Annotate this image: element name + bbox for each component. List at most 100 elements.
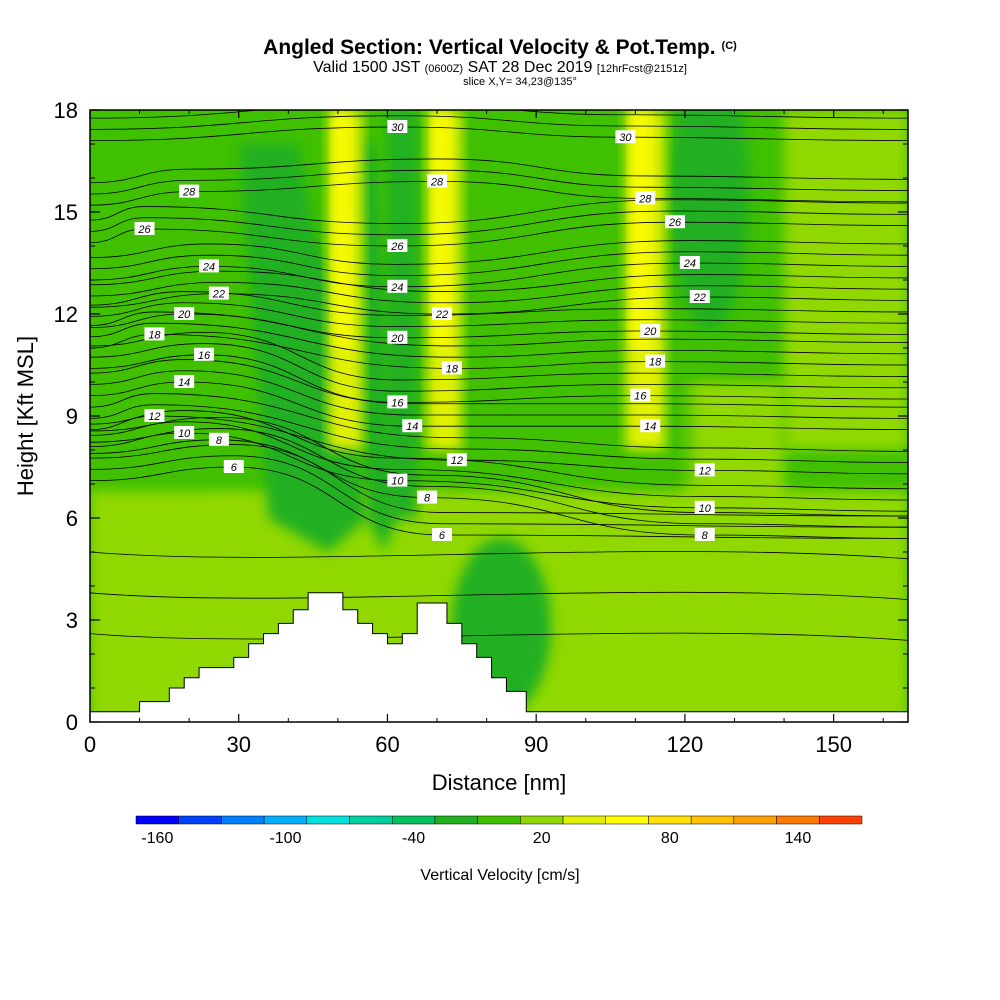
isentrope-label-bg-29: [174, 426, 195, 439]
y-tick-label: 3: [66, 608, 78, 633]
isentrope-label-bg-2: [179, 184, 200, 198]
isentrope-label-28: 28: [182, 187, 196, 199]
isentrope-label-bg-22: [630, 388, 651, 402]
isentrope-20-1: [90, 302, 908, 327]
isentrope-30-0: [90, 126, 908, 141]
isentrope-16-2: [90, 331, 908, 381]
isentrope-label-12: 12: [148, 411, 160, 423]
isentrope-low-1: [90, 591, 908, 600]
colorbar-cell: [690, 815, 735, 825]
isentrope-label-bg-12: [431, 307, 452, 320]
isentrope-label-bg-34: [694, 528, 715, 541]
isentrope-18-2: [90, 311, 908, 347]
colorbar-title: Vertical Velocity [cm/s]: [420, 867, 579, 884]
isentrope-label-26: 26: [137, 224, 151, 236]
isentrope-label-14: 14: [406, 421, 418, 433]
axes: 0 30 60 90 120 150 0 3 6 9 12 15 18: [54, 98, 908, 757]
isentrope-label-bg-20: [194, 347, 215, 361]
x-tick-label: 30: [226, 732, 250, 757]
colorbar-cell: [819, 815, 863, 825]
isentrope-label-bg-9: [387, 279, 408, 293]
y-tick-label: 15: [54, 200, 78, 225]
isentrope-12-2: [90, 393, 908, 452]
y-tick-label: 9: [66, 404, 78, 429]
isentrope-label-bg-35: [223, 460, 244, 473]
isentrope-label-20: 20: [643, 326, 657, 338]
colorbar-label: 140: [785, 830, 812, 847]
chart-subtitle: Valid 1500 JST (0600Z) SAT 28 Dec 2019 […: [0, 60, 1000, 77]
x-tick-label: 0: [84, 732, 96, 757]
isentrope-label-6: 6: [231, 462, 238, 474]
isentrope-label-bg-30: [387, 473, 408, 487]
isentrope-28-1: [90, 169, 908, 195]
isentrope-label-20: 20: [390, 333, 404, 345]
isentrope-10-1: [90, 421, 908, 501]
isentrope-label-bg-26: [144, 409, 165, 422]
velocity-field: [90, 110, 908, 722]
isentrope-label-8: 8: [216, 435, 223, 447]
isentrope-label-14: 14: [178, 377, 190, 389]
isentrope-label-bg-31: [694, 500, 715, 514]
colorbar-cell: [733, 815, 777, 825]
title-suffix: (C): [721, 40, 737, 52]
isentrope-label-bg-7: [664, 215, 685, 229]
isentrope-26-1: [90, 210, 908, 236]
isentrope-labels: 30 30 28 28 28 26 26 26 24 24 24 22 22 22 20 20 20 18 18 18…: [134, 120, 715, 542]
isentrope-label-18: 18: [148, 329, 161, 341]
region-updraft-core-0-1: [432, 110, 450, 348]
y-axis-title: Height [Kft MSL]: [13, 336, 38, 496]
colorbar-cell: [349, 815, 393, 825]
region-upper-downdraft: [670, 110, 750, 331]
isentrope-12-1: [90, 404, 908, 463]
isentrope-label-bg-4: [635, 191, 656, 205]
region-updraft-core-0-2: [630, 110, 651, 348]
region-upper: [90, 110, 908, 212]
region-narrow-downdraft: [387, 110, 418, 518]
isentrope-label-12: 12: [699, 465, 711, 477]
colorbar-label: 20: [533, 830, 551, 847]
isentrope-label-bg-1: [615, 130, 636, 144]
chart-title: Angled Section: Vertical Velocity & Pot.…: [263, 36, 716, 59]
isentrope-label-16: 16: [634, 391, 647, 403]
y-tick-label: 6: [66, 506, 78, 531]
isentrope-label-bg-0: [387, 120, 408, 133]
subtitle-valid: Valid 1500 JST: [313, 59, 421, 76]
x-tick-label: 60: [375, 732, 399, 757]
isentrope-22-0: [90, 293, 908, 315]
isentrope-label-30: 30: [619, 132, 632, 144]
isentrope-8-1: [90, 428, 908, 528]
y-tick-label: 0: [66, 710, 78, 735]
colorbar-label: -160: [141, 830, 173, 847]
isentrope-26-2: [90, 199, 908, 224]
isentrope-label-bg-25: [640, 419, 661, 433]
isentrope-label-28: 28: [430, 176, 444, 188]
colorbar-cell: [648, 815, 692, 825]
terrain: [89, 592, 909, 723]
x-tick-label: 150: [815, 732, 852, 757]
isentrope-label-16: 16: [391, 397, 404, 409]
isentrope-low-2: [90, 632, 908, 641]
isentrope-label-bg-6: [387, 239, 408, 252]
isentrope-label-18: 18: [649, 357, 662, 369]
isentrope-label-bg-24: [402, 419, 423, 433]
isentrope-label-bg-11: [208, 286, 229, 300]
isentrope-label-10: 10: [391, 476, 404, 488]
isentrope-24-0: [90, 262, 908, 288]
isentrope-lines: [90, 110, 908, 641]
subtitle-forecast: [12hrFcst@2151z]: [596, 63, 687, 75]
isentrope-24-1: [90, 251, 908, 276]
isentrope-label-24: 24: [202, 261, 215, 273]
colorbar: -160 -100 -40 20 80 140: [135, 815, 863, 847]
colorbar-cell: [135, 815, 179, 825]
isentrope-16-0: [90, 354, 908, 403]
x-tick-label: 90: [524, 732, 548, 757]
isentrope-6-2: [90, 444, 908, 517]
isentrope-8-0: [90, 439, 908, 539]
isentrope-24-2: [90, 240, 908, 265]
isentrope-label-6: 6: [439, 530, 446, 542]
isentrope-label-22: 22: [435, 309, 448, 321]
subtitle-date: SAT 28 Dec 2019: [467, 59, 593, 76]
x-tick-label: 120: [667, 732, 704, 757]
isentrope-label-bg-28: [694, 463, 715, 477]
region-east-positive: [784, 110, 908, 450]
